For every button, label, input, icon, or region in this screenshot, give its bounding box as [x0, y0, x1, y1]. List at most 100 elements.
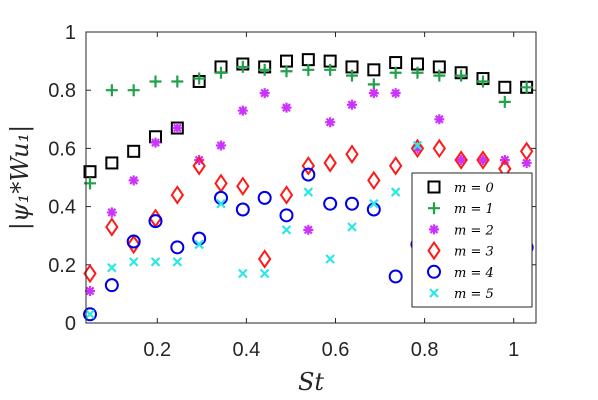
data-point	[194, 239, 204, 250]
legend-marker	[428, 202, 440, 215]
data-point	[148, 214, 163, 229]
data-point	[390, 88, 401, 99]
data-point	[455, 69, 468, 82]
y-tick-label: 0.2	[48, 255, 76, 277]
data-point	[279, 185, 294, 205]
data-point	[172, 257, 183, 267]
data-point	[105, 156, 119, 170]
data-point	[107, 262, 117, 273]
data-point	[346, 99, 357, 110]
data-point	[412, 143, 423, 154]
data-markers	[83, 53, 534, 322]
data-point	[345, 69, 358, 82]
data-point	[280, 65, 293, 78]
data-point	[323, 196, 338, 211]
legend-label: m = 2	[454, 223, 494, 238]
data-point	[520, 81, 533, 94]
data-point	[170, 121, 184, 135]
data-point	[150, 137, 161, 148]
data-point	[301, 167, 316, 182]
data-point	[476, 150, 490, 170]
data-point	[389, 66, 402, 79]
legend-marker	[429, 224, 439, 235]
x-axis-ticks: 0.2 0.4 0.6 0.8 1	[143, 32, 519, 361]
x-tick-label: 1	[508, 339, 519, 361]
legend-marker	[427, 180, 441, 194]
data-point	[126, 234, 141, 255]
data-point	[412, 140, 423, 151]
legend: m = 0 m = 1 m = 2 m = 3 m = 4 m = 5	[411, 172, 533, 308]
legend-entry: m = 1	[428, 202, 494, 217]
data-point	[259, 88, 270, 99]
data-point	[236, 176, 250, 196]
legend-entry: m = 0	[427, 180, 494, 196]
y-axis-title: |ψ₁*Wu₁|	[6, 125, 35, 230]
data-point	[238, 268, 248, 279]
data-point	[235, 202, 250, 217]
data-point	[150, 257, 161, 267]
legend-label: m = 3	[454, 245, 494, 260]
data-point	[302, 63, 315, 76]
data-point	[170, 185, 185, 205]
x-axis-title: St	[298, 368, 324, 396]
data-point	[237, 105, 248, 116]
legend-entry: m = 2	[429, 223, 494, 238]
data-point	[236, 60, 249, 73]
data-point	[367, 63, 381, 77]
data-point	[498, 95, 511, 108]
data-point	[456, 155, 467, 166]
data-point	[498, 80, 512, 94]
data-point	[279, 208, 294, 223]
legend-marker	[429, 288, 439, 298]
legend-label: m = 0	[454, 181, 494, 196]
legend-entry: m = 5	[429, 287, 494, 302]
legend-label: m = 5	[454, 287, 494, 302]
data-point	[106, 207, 117, 218]
data-point	[301, 156, 316, 176]
data-point	[345, 144, 359, 164]
y-tick-label: 0	[65, 313, 76, 335]
data-point	[216, 140, 226, 151]
legend-entry: m = 4	[427, 264, 494, 281]
data-point	[128, 175, 139, 186]
y-tick-label: 0.4	[48, 197, 76, 219]
data-point	[454, 150, 468, 170]
data-point	[325, 254, 335, 264]
legend-label: m = 1	[454, 202, 494, 217]
legend-marker	[427, 240, 441, 261]
data-point	[476, 75, 489, 88]
data-point	[193, 72, 206, 85]
data-point	[367, 170, 381, 191]
data-point	[410, 138, 425, 159]
data-point	[257, 249, 272, 269]
data-point	[411, 66, 424, 79]
data-point	[127, 84, 140, 97]
legend-label: m = 4	[454, 266, 494, 281]
data-point	[344, 196, 359, 211]
data-point	[105, 217, 119, 237]
x-tick-label: 0.2	[143, 339, 171, 361]
x-tick-label: 0.6	[322, 339, 350, 361]
data-point	[257, 190, 272, 205]
data-point	[258, 63, 271, 76]
data-point	[369, 198, 379, 209]
data-point	[323, 153, 337, 173]
data-point	[215, 66, 227, 79]
data-point	[83, 165, 97, 179]
data-point	[127, 144, 141, 158]
data-point	[432, 138, 447, 159]
data-point	[477, 155, 488, 166]
data-point	[216, 198, 226, 209]
data-point	[126, 234, 141, 249]
legend-marker	[427, 264, 441, 279]
data-point	[390, 187, 401, 197]
data-point	[104, 278, 119, 293]
data-point	[368, 88, 379, 99]
legend-box	[411, 172, 533, 308]
y-tick-label: 1	[65, 22, 76, 44]
data-point	[172, 123, 183, 134]
data-point	[194, 155, 205, 166]
x-tick-label: 0.4	[232, 339, 260, 361]
data-point	[519, 141, 534, 162]
